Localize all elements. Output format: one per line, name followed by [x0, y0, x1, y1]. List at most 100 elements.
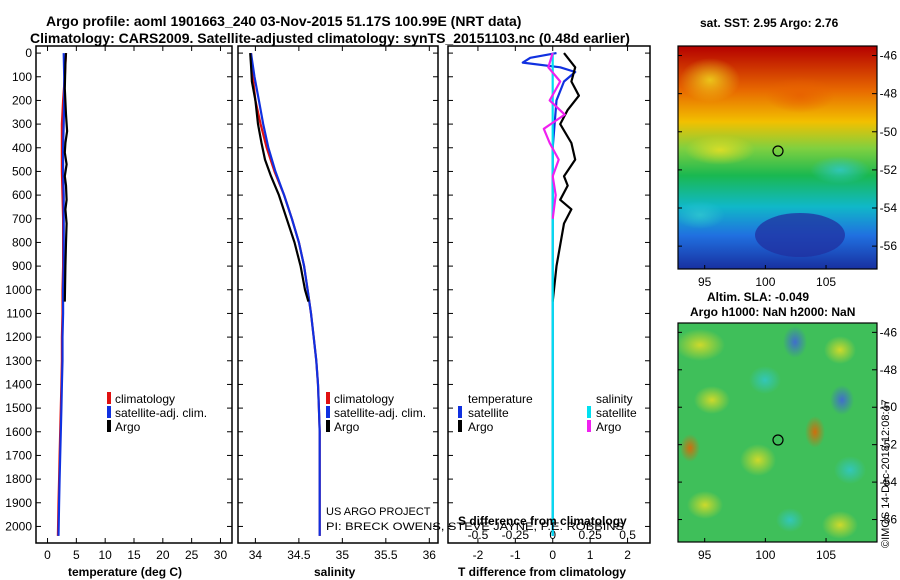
map-lat-label: -52 [880, 438, 898, 452]
x-tick-label: 2 [624, 548, 631, 562]
depth-tick-label: 0 [25, 46, 32, 60]
legend-label-s-argo: Argo [596, 420, 622, 434]
credit-project: US ARGO PROJECT [326, 506, 431, 518]
depth-tick-label: 100 [12, 70, 32, 84]
map-lon-label: 95 [698, 275, 712, 289]
x-tick-label: 34.5 [287, 548, 311, 562]
legend-swatch-climatology [326, 392, 330, 404]
legend-label-climatology: climatology [115, 392, 175, 406]
x-tick-label: -2 [473, 548, 484, 562]
x-tick-label: 0 [44, 548, 51, 562]
map-lon-label: 105 [816, 548, 836, 562]
x-tick-label: -0.5 [468, 528, 489, 542]
t-difference-x-ticks: -2 -1 0 1 2 [473, 46, 631, 562]
map-lon-label: 95 [698, 548, 712, 562]
x-tick-label: 34 [249, 548, 263, 562]
depth-tick-label: 1200 [5, 330, 32, 344]
map-lat-label: -46 [880, 325, 898, 339]
map-lon-label: 105 [816, 275, 836, 289]
legend-swatch-t-argo [458, 420, 462, 432]
t-difference-xlabel: T difference from climatology [458, 565, 626, 579]
depth-tick-label: 700 [12, 212, 32, 226]
x-tick-label: 25 [185, 548, 199, 562]
legend-swatch-s-satellite [587, 406, 591, 418]
map-lat-label: -52 [880, 163, 898, 177]
sla-map [678, 323, 877, 542]
map-lat-label: -46 [880, 49, 898, 63]
series-temperature-satellite-adj-clim- [57, 53, 66, 536]
depth-tick-label: 1100 [6, 306, 32, 320]
legend-swatch-argo [107, 420, 111, 432]
sst-map-header: sat. SST: 2.95 Argo: 2.76 [700, 16, 839, 30]
temperature-legend: climatology satellite-adj. clim. Argo [107, 392, 207, 434]
depth-tick-label: 600 [12, 188, 32, 202]
series-difference-from-climatology-t-argo [551, 52, 581, 302]
salinity-legend: climatology satellite-adj. clim. Argo [326, 392, 426, 434]
map-lat-label: -50 [880, 125, 898, 139]
difference-legend: temperature satellite Argo salinity sate… [458, 392, 637, 434]
sla-map-header-1: Altim. SLA: -0.049 [707, 290, 809, 304]
legend-label-satellite: satellite-adj. clim. [334, 406, 426, 420]
legend-label-argo: Argo [115, 420, 141, 434]
legend-label-climatology: climatology [334, 392, 394, 406]
map-lat-label: -56 [880, 239, 898, 253]
map-lat-label: -48 [880, 87, 898, 101]
sla-map-header-2: Argo h1000: NaN h2000: NaN [690, 305, 855, 319]
legend-swatch-satellite [107, 406, 111, 418]
map-lat-label: -56 [880, 513, 898, 527]
profile-series [56, 52, 581, 536]
map-lon-label: 100 [755, 275, 775, 289]
x-tick-label: 0.25 [578, 528, 602, 542]
depth-tick-label: 1400 [5, 377, 32, 391]
legend-swatch-s-argo [587, 420, 591, 432]
x-tick-label: 36 [423, 548, 437, 562]
x-tick-label: 15 [127, 548, 141, 562]
map-lat-label: -54 [880, 201, 898, 215]
depth-tick-label: 1900 [5, 496, 32, 510]
legend-swatch-argo [326, 420, 330, 432]
depth-tick-label: 500 [12, 164, 32, 178]
series-temperature-argo [63, 53, 69, 302]
x-tick-label: 35.5 [374, 548, 398, 562]
legend-swatch-satellite [326, 406, 330, 418]
legend-label-satellite: satellite-adj. clim. [115, 406, 207, 420]
legend-title-temperature: temperature [468, 392, 533, 406]
temperature-xlabel: temperature (deg C) [68, 565, 182, 579]
depth-tick-label: 2000 [5, 519, 32, 533]
salinity-x-ticks: 34 34.5 35 35.5 36 [249, 46, 437, 562]
x-tick-label: 0.5 [619, 528, 636, 542]
depth-tick-label: 800 [12, 235, 32, 249]
depth-tick-label: 400 [12, 141, 32, 155]
x-tick-label: 35 [336, 548, 350, 562]
x-tick-label: 20 [156, 548, 170, 562]
legend-label-t-argo: Argo [468, 420, 494, 434]
map-lon-label: 100 [755, 548, 775, 562]
series-difference-from-climatology-s-argo [542, 52, 566, 219]
argo-position-marker [772, 434, 784, 446]
depth-tick-label: 200 [12, 93, 32, 107]
x-tick-label: -0.25 [502, 528, 530, 542]
depth-tick-label: 1700 [5, 448, 32, 462]
map-lat-label: -50 [880, 400, 898, 414]
depth-axis: 0 100 200 300 400 500 600 700 800 900 1000 1100 1200… [5, 46, 650, 533]
legend-label-argo: Argo [334, 420, 360, 434]
salinity-xlabel: salinity [314, 565, 356, 579]
x-tick-label: -1 [510, 548, 521, 562]
map-lat-label: -54 [880, 475, 898, 489]
temperature-x-ticks: 0 5 10 15 20 25 30 [44, 46, 227, 562]
depth-tick-label: 1500 [5, 401, 32, 415]
depth-tick-label: 900 [12, 259, 32, 273]
series-salinity-climatology [249, 53, 321, 536]
title-line-1: Argo profile: aoml 1901663_240 03-Nov-20… [46, 13, 521, 29]
x-tick-label: 5 [73, 548, 80, 562]
depth-tick-label: 1600 [5, 425, 32, 439]
x-tick-label: 0 [549, 548, 556, 562]
sst-map-ticks: -46 -48 -50 -52 -54 -56 95 100 105 [678, 49, 897, 289]
legend-label-t-satellite: satellite [468, 406, 509, 420]
depth-tick-label: 300 [12, 117, 32, 131]
legend-title-salinity: salinity [596, 392, 633, 406]
series-salinity-argo [249, 53, 310, 302]
sla-map-ticks: -46 -48 -50 -52 -54 -56 95 100 105 [678, 325, 897, 562]
legend-swatch-climatology [107, 392, 111, 404]
